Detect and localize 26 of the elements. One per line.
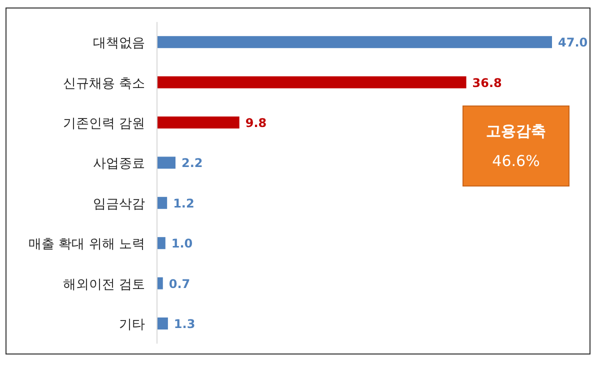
bar [157, 237, 166, 250]
bar [157, 116, 240, 128]
bar [157, 196, 168, 209]
data-label: 1.0 [171, 236, 193, 251]
bar [157, 36, 552, 48]
y-tick-label: 대책없음 [93, 36, 145, 52]
bar [157, 76, 466, 88]
y-tick-label: 매출 확대 위해 노력 [28, 237, 145, 252]
annotation: 46.6% [492, 152, 540, 170]
annotation: 고용감축 [486, 122, 546, 140]
y-tick-label: 기타 [119, 318, 145, 332]
bar [157, 156, 176, 169]
bar [157, 318, 168, 330]
data-label: 2.2 [181, 156, 203, 170]
data-label: 36.8 [472, 76, 502, 90]
y-tick-label: 신규채용 축소 [62, 76, 145, 92]
y-tick-label: 해외이전 검토 [62, 277, 145, 292]
y-tick-label: 임금삭감 [93, 196, 145, 212]
data-label: 1.3 [174, 317, 196, 331]
bar [157, 277, 163, 290]
data-label: 1.2 [173, 196, 194, 210]
data-label: 47.0 [558, 36, 588, 50]
data-label: 9.8 [245, 116, 267, 130]
data-label: 0.7 [168, 276, 190, 291]
y-tick-label: 사업종료 [93, 156, 145, 172]
y-tick-label: 기존인력 감원 [62, 116, 145, 132]
